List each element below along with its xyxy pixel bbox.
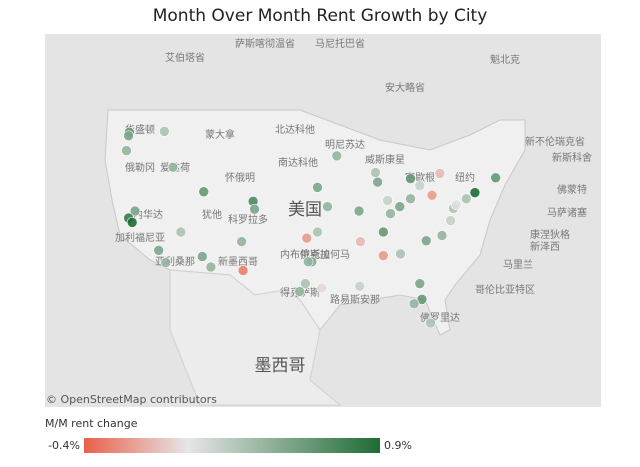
city-bubble xyxy=(153,245,164,256)
city-bubble xyxy=(405,193,416,205)
place-label: 内华达 xyxy=(133,208,163,221)
city-bubble xyxy=(394,201,406,212)
place-label: 美国 xyxy=(288,200,322,220)
city-bubble xyxy=(160,257,172,268)
city-bubble xyxy=(385,208,396,219)
city-bubble xyxy=(436,230,448,241)
city-bubble xyxy=(312,226,323,238)
place-label: 蒙大拿 xyxy=(205,128,235,141)
city-bubble xyxy=(237,265,249,276)
place-label: 科罗拉多 xyxy=(228,213,268,226)
city-bubble xyxy=(395,248,406,260)
city-bubble xyxy=(205,261,217,273)
city-bubble xyxy=(425,317,436,329)
city-bubble xyxy=(126,217,138,228)
place-label: 康涅狄格 xyxy=(530,228,570,241)
place-label: 艾伯塔省 xyxy=(165,51,205,64)
place-label: 佛蒙特 xyxy=(557,183,587,196)
city-bubble xyxy=(121,145,132,156)
city-bubble xyxy=(378,250,389,261)
legend-max: 0.9% xyxy=(384,439,412,452)
place-label: 哥伦比亚特区 xyxy=(475,283,535,296)
place-label: 纽约 xyxy=(455,171,475,184)
place-label: 怀俄明 xyxy=(225,172,255,184)
city-bubble xyxy=(490,172,501,184)
city-bubble xyxy=(354,280,366,292)
city-bubble xyxy=(355,236,366,247)
city-bubble xyxy=(301,232,313,244)
place-label: 新斯科舍 xyxy=(552,151,592,164)
place-label: 魁北克 xyxy=(490,53,520,66)
mexico-land xyxy=(169,269,342,406)
place-label: 新墨西哥 xyxy=(218,255,258,268)
place-label: 明尼苏达 xyxy=(325,138,365,151)
place-label: 萨斯喀彻温省 xyxy=(235,37,295,50)
city-bubble xyxy=(198,186,210,198)
city-bubble xyxy=(445,215,456,226)
city-bubble xyxy=(167,161,179,173)
place-label: 路易斯安那 xyxy=(330,293,380,306)
city-bubble xyxy=(331,150,343,162)
city-bubble xyxy=(159,126,170,137)
legend-bar xyxy=(84,438,380,453)
city-bubble xyxy=(370,167,381,178)
city-bubble xyxy=(316,282,328,294)
city-bubble xyxy=(300,278,311,289)
city-bubble xyxy=(197,251,208,262)
place-label: 威斯康星 xyxy=(365,153,405,166)
city-bubble xyxy=(451,199,462,211)
city-bubble xyxy=(382,195,393,206)
city-bubble xyxy=(322,201,333,212)
place-label: 俄勒冈 xyxy=(125,161,155,174)
place-label: 南达科他 xyxy=(278,156,318,169)
city-bubble xyxy=(426,189,438,201)
attribution: © OpenStreetMap contributors xyxy=(46,393,217,406)
city-bubble xyxy=(123,130,134,142)
city-bubble xyxy=(414,180,426,191)
place-label: 新不伦瑞克省 xyxy=(525,135,585,148)
place-label: 加利福尼亚 xyxy=(115,231,165,244)
place-label: 新泽西 xyxy=(530,240,560,253)
place-label: 内布拉斯加 xyxy=(280,248,330,261)
city-bubble xyxy=(378,226,389,238)
city-bubble xyxy=(414,278,426,289)
place-label: 安大略省 xyxy=(385,81,425,94)
city-bubble xyxy=(249,203,260,215)
place-label: 北达科他 xyxy=(275,123,315,136)
city-bubble xyxy=(405,173,416,184)
place-label: 马萨诸塞 xyxy=(547,206,587,219)
place-label: 马里兰 xyxy=(503,258,533,271)
city-bubble xyxy=(420,235,432,247)
city-bubble xyxy=(236,236,247,247)
city-bubble xyxy=(302,256,314,268)
legend-title: M/M rent change xyxy=(45,417,138,430)
city-bubble xyxy=(175,226,187,238)
city-bubble xyxy=(372,176,383,188)
city-bubble xyxy=(469,187,481,198)
city-bubble xyxy=(461,193,472,205)
place-label: 马尼托巴省 xyxy=(315,37,365,50)
city-bubble xyxy=(353,205,365,217)
chart-title: Month Over Month Rent Growth by City xyxy=(153,6,488,26)
place-label: 犹他 xyxy=(202,208,222,221)
city-bubble xyxy=(408,298,420,310)
city-bubble xyxy=(312,182,323,193)
city-bubble xyxy=(434,168,446,179)
city-bubble xyxy=(294,286,305,297)
city-bubble xyxy=(129,205,141,217)
place-label: 墨西哥 xyxy=(255,356,306,376)
legend-min: -0.4% xyxy=(48,439,80,452)
